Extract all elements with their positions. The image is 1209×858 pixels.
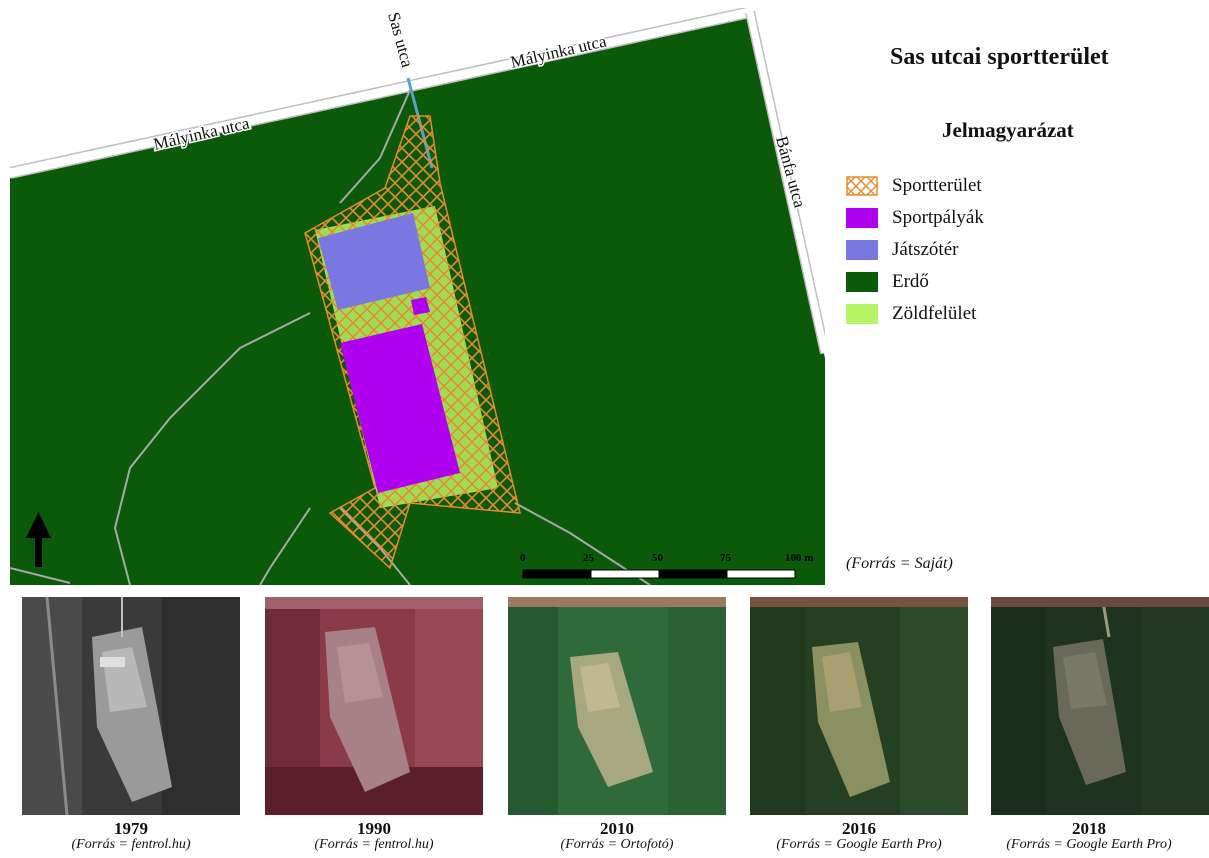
small-sport-court [411, 297, 430, 315]
aerial-photo-2010 [508, 597, 726, 815]
photo-caption-1990: 1990 (Forrás = fentrol.hu) [254, 819, 494, 853]
aerial-photo-1990 [265, 597, 483, 815]
footpath [113, 312, 311, 585]
legend-item-sportterulet: Sportterület [846, 170, 984, 202]
footpath [10, 567, 71, 584]
photo-year: 2016 [842, 819, 876, 838]
photo-year: 2018 [1072, 819, 1106, 838]
legend-label: Erdő [892, 271, 929, 292]
legend-label: Sportterület [892, 175, 982, 196]
legend: Sportterület Sportpályák Játszótér Erdő … [846, 170, 984, 330]
photo-caption-2018: 2018 (Forrás = Google Earth Pro) [969, 819, 1209, 853]
photo-source: (Forrás = Ortofotó) [560, 837, 674, 852]
scale-label-50: 50 [652, 552, 664, 564]
scale-label-25: 25 [583, 552, 595, 564]
photo-year: 2010 [600, 819, 634, 838]
main-sport-field [340, 324, 460, 493]
legend-item-zoldfelulet: Zöldfelület [846, 298, 984, 330]
playground [318, 213, 430, 310]
crosshatch-swatch-icon [846, 176, 878, 196]
map-source: (Forrás = Saját) [846, 555, 953, 572]
legend-title: Jelmagyarázat [942, 118, 1074, 142]
footpath [339, 89, 411, 204]
legend-label: Játszótér [892, 239, 959, 260]
malyinka-road-inner [10, 8, 751, 178]
aerial-photo-2018 [991, 597, 1209, 815]
aerial-photo-2016 [750, 597, 968, 815]
color-swatch-icon [846, 304, 878, 324]
photo-source: (Forrás = fentrol.hu) [71, 837, 191, 852]
legend-item-erdo: Erdő [846, 266, 984, 298]
photo-caption-2010: 2010 (Forrás = Ortofotó) [497, 819, 737, 853]
photo-source: (Forrás = fentrol.hu) [314, 837, 434, 852]
scale-label-0: 0 [520, 552, 526, 564]
map-title: Sas utcai sportterület [890, 44, 1109, 70]
footpath [259, 507, 311, 585]
photo-year: 1990 [357, 819, 391, 838]
aerial-photo-1979 [22, 597, 240, 815]
legend-label: Zöldfelület [892, 303, 977, 324]
photo-source: (Forrás = Google Earth Pro) [1006, 837, 1172, 852]
scale-bar: 0 25 50 75 100 m [520, 552, 813, 579]
banfa-road-inner [746, 11, 825, 354]
photo-year: 1979 [114, 819, 148, 838]
legend-item-jatszoter: Játszótér [846, 234, 984, 266]
color-swatch-icon [846, 272, 878, 292]
legend-label: Sportpályák [892, 207, 984, 228]
color-swatch-icon [846, 240, 878, 260]
photo-caption-1979: 1979 (Forrás = fentrol.hu) [11, 819, 251, 853]
north-arrow-icon [26, 512, 51, 567]
scale-label-100: 100 m [785, 552, 813, 564]
photo-source: (Forrás = Google Earth Pro) [776, 837, 942, 852]
street-label-sas: Sas utca [384, 10, 417, 70]
footpath [514, 502, 651, 585]
color-swatch-icon [846, 208, 878, 228]
site-map: Mályinka utca Mályinka utca Sas utca Bán… [10, 8, 825, 585]
scale-label-75: 75 [720, 552, 732, 564]
photo-caption-2016: 2016 (Forrás = Google Earth Pro) [739, 819, 979, 853]
legend-item-sportpalyak: Sportpályák [846, 202, 984, 234]
